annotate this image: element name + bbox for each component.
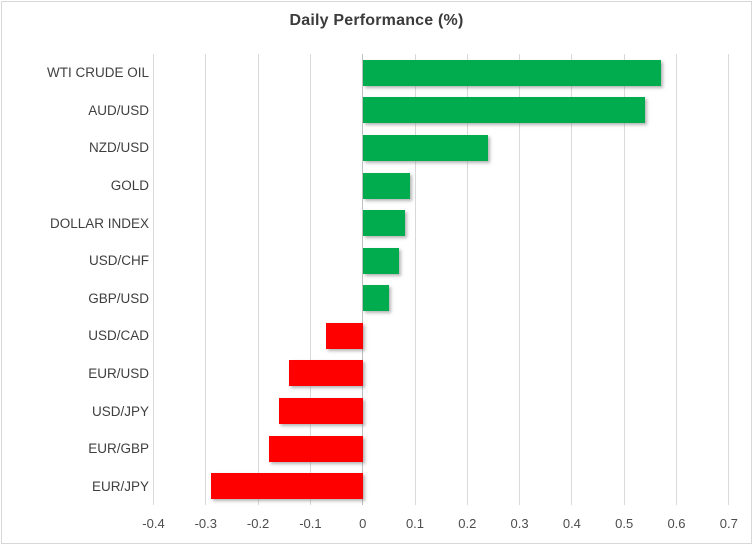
gridline: [728, 54, 730, 505]
gridline: [519, 54, 521, 505]
gridline: [414, 54, 416, 505]
category-label-gold: GOLD: [110, 178, 149, 194]
bar-usd-chf: [362, 247, 400, 274]
category-label-dollar-index: DOLLAR INDEX: [49, 215, 149, 231]
category-label-usd-chf: USD/CHF: [89, 253, 149, 269]
bar-nzd-usd: [362, 134, 489, 161]
x-tick-label: 0.3: [510, 516, 529, 531]
gridline: [205, 54, 207, 505]
gridline: [623, 54, 625, 505]
gridline: [676, 54, 677, 505]
gridline: [257, 54, 259, 505]
x-tick-label: 0.6: [667, 516, 686, 531]
x-tick-label: 0.7: [719, 516, 738, 531]
bar-usd-cad: [326, 322, 363, 349]
x-tick-label: 0.4: [562, 516, 581, 531]
bar-eur-jpy: [211, 473, 363, 500]
category-label-aud-usd: AUD/USD: [88, 102, 149, 118]
x-tick-label: -0.3: [194, 516, 217, 531]
x-tick-label: 0: [359, 516, 367, 531]
gridline: [571, 54, 573, 505]
bar-dollar-index: [362, 210, 405, 237]
x-tick-label: -0.1: [299, 516, 322, 531]
gridline: [309, 54, 311, 505]
x-tick-label: -0.4: [142, 516, 165, 531]
gridline: [466, 54, 468, 505]
bar-gbp-usd: [362, 285, 389, 312]
x-tick-label: 0.1: [405, 516, 425, 531]
x-tick-label: 0.5: [615, 516, 634, 531]
bar-usd-jpy: [279, 398, 363, 425]
bar-eur-usd: [289, 360, 363, 387]
bar-gold: [362, 172, 410, 199]
bar-eur-gbp: [268, 435, 363, 462]
zero-axis-line: [362, 54, 364, 505]
category-label-eur-usd: EUR/USD: [88, 365, 149, 381]
gridline: [153, 54, 154, 505]
x-tick-label: -0.2: [246, 516, 270, 531]
category-label-usd-cad: USD/CAD: [88, 328, 149, 344]
category-label-eur-gbp: EUR/GBP: [88, 441, 149, 457]
category-label-wti-crude-oil: WTI CRUDE OIL: [46, 65, 149, 81]
category-label-gbp-usd: GBP/USD: [88, 290, 149, 306]
chart-title: Daily Performance (%): [289, 12, 464, 29]
category-label-nzd-usd: NZD/USD: [89, 140, 149, 156]
category-label-usd-jpy: USD/JPY: [91, 403, 149, 419]
category-label-eur-jpy: EUR/JPY: [91, 478, 149, 494]
x-tick-label: 0.2: [458, 516, 477, 531]
bar-aud-usd: [362, 97, 646, 124]
bar-wti-crude-oil: [362, 59, 661, 86]
